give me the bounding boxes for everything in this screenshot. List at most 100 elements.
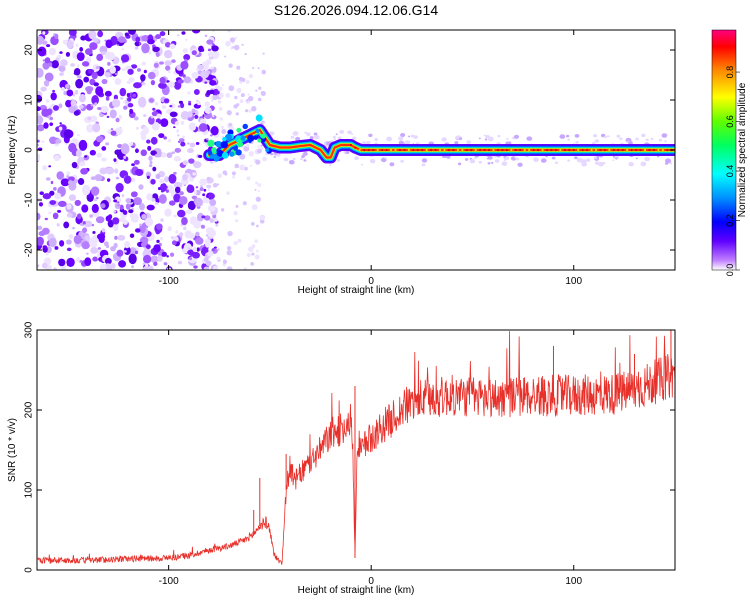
- spectrogram-noise-mark: [152, 166, 157, 172]
- spectrogram-noise-mark: [206, 70, 211, 75]
- spectrogram-noise-mark: [45, 177, 51, 181]
- spectrogram-noise-mark: [113, 210, 117, 213]
- spectrogram-noise-mark: [171, 240, 177, 246]
- spectrogram-noise-mark: [594, 161, 600, 165]
- spectrogram-noise-mark: [211, 45, 219, 52]
- spectrogram-noise-mark: [129, 141, 134, 146]
- spectrogram-noise-mark: [205, 260, 212, 267]
- spectrogram-noise-mark: [180, 120, 185, 126]
- spectrogram-noise-mark: [41, 140, 45, 143]
- spectrogram-noise-mark: [90, 246, 98, 254]
- spectrogram-track-point: [519, 148, 522, 152]
- spectrogram-noise-mark: [128, 30, 136, 35]
- spectrogram-noise-mark: [96, 152, 102, 158]
- spectrogram-noise-mark: [78, 94, 86, 103]
- spectrogram-noise-mark: [257, 148, 262, 154]
- spectrogram-signal-blob: [222, 136, 227, 142]
- spectrogram-noise-mark: [64, 84, 70, 89]
- spectrogram-noise-mark: [74, 179, 79, 182]
- spectrogram-noise-mark: [469, 158, 476, 164]
- spectrogram-noise-mark: [123, 246, 131, 255]
- spectrogram-noise-mark: [43, 122, 49, 129]
- spectrogram-noise-mark: [513, 134, 520, 139]
- spectrogram-track-point: [577, 148, 580, 152]
- spectrogram-noise-mark: [53, 105, 59, 111]
- spectrogram-noise-mark: [204, 197, 210, 204]
- spectrogram-noise-mark: [90, 103, 94, 107]
- spectrogram-noise-mark: [95, 135, 104, 143]
- spectrogram-noise-mark: [79, 161, 86, 167]
- spectrogram-signal-blob: [211, 147, 217, 153]
- spectrogram-noise-mark: [37, 264, 40, 268]
- spectrogram-noise-mark: [187, 148, 194, 154]
- spectrogram-noise-mark: [257, 145, 260, 148]
- spectrogram-noise-mark: [192, 172, 197, 176]
- spectrogram-noise-mark: [72, 226, 75, 230]
- spectrogram-track-point: [398, 148, 402, 152]
- spectrogram-noise-mark: [239, 99, 244, 104]
- spectrogram-noise-mark: [576, 157, 583, 163]
- spectrogram-track-point: [536, 148, 540, 152]
- spectrogram-noise-mark: [153, 261, 158, 266]
- spectrogram-noise-mark: [37, 212, 41, 221]
- spectrogram-noise-mark: [245, 80, 250, 84]
- spectrogram-noise-mark: [574, 156, 578, 160]
- spectrogram-noise-mark: [38, 202, 44, 207]
- spectrogram-noise-mark: [134, 46, 139, 50]
- spectrogram-noise-mark: [205, 227, 215, 235]
- spectrogram-noise-mark: [193, 88, 200, 96]
- spectrogram-noise-mark: [273, 156, 276, 159]
- spectrogram-noise-mark: [91, 241, 98, 248]
- spectrogram-noise-mark: [254, 254, 260, 260]
- spectrogram-noise-mark: [164, 60, 173, 66]
- spectrogram-noise-mark: [94, 102, 98, 106]
- spectrogram-noise-mark: [105, 215, 112, 222]
- spectrogram-noise-mark: [176, 129, 180, 133]
- spectrogram-noise-mark: [178, 100, 183, 104]
- snr-y-tick-label: 100: [24, 481, 35, 498]
- spectrogram-noise-mark: [161, 105, 167, 109]
- spectrogram-track-point: [523, 148, 526, 152]
- spectrogram-noise-mark: [204, 241, 211, 248]
- spectrogram-noise-mark: [248, 150, 254, 157]
- spectrogram-noise-mark: [160, 182, 168, 192]
- snr-panel: -100 0 100 0 100 200 300 Height of straight li…: [7, 321, 676, 596]
- spectrogram-signal-blob: [242, 123, 248, 130]
- spectrogram-noise-mark: [193, 161, 202, 169]
- spectrogram-noise-mark: [37, 236, 45, 246]
- spectrogram-noise-mark: [114, 149, 121, 156]
- spectrogram-noise-mark: [227, 230, 233, 237]
- spectrogram-noise-mark: [60, 178, 70, 187]
- spectrogram-track-point: [657, 148, 660, 152]
- spectrogram-noise-mark: [59, 72, 64, 76]
- spectrogram-noise-mark: [169, 252, 175, 257]
- spectrogram-noise-mark: [68, 105, 77, 114]
- spectrogram-noise-mark: [79, 47, 84, 52]
- spectrogram-noise-mark: [478, 160, 483, 164]
- spectrogram-noise-mark: [645, 138, 649, 141]
- spectrogram-noise-mark: [139, 223, 143, 227]
- spectrogram-track-point: [376, 148, 379, 152]
- spectrogram-noise-mark: [179, 102, 185, 109]
- spectrogram-noise-mark: [165, 65, 171, 71]
- spectrogram-signal-blob: [229, 130, 233, 135]
- spectrogram-noise-mark: [270, 152, 274, 156]
- spectrogram-noise-mark: [360, 163, 364, 166]
- spectrogram-noise-mark: [91, 94, 99, 105]
- spectrogram-signal-blob: [221, 152, 229, 159]
- spectrogram-noise-mark: [84, 257, 92, 267]
- spectrogram-noise-mark: [115, 182, 124, 193]
- spectrogram-noise-mark: [89, 214, 94, 218]
- spectrogram-noise-mark: [139, 203, 145, 211]
- spectrogram-noise-mark: [598, 161, 604, 167]
- spectrogram-noise-mark: [220, 125, 225, 129]
- spectrogram-noise-mark: [485, 134, 490, 139]
- spectrogram-noise-mark: [124, 32, 129, 37]
- spectrogram-noise-mark: [58, 65, 66, 72]
- spectrogram-noise-mark: [87, 116, 92, 121]
- spectrogram-noise-mark: [133, 82, 142, 89]
- spectrogram-noise-mark: [105, 96, 110, 101]
- spectrogram-noise-mark: [70, 99, 77, 107]
- spectrogram-noise-mark: [74, 89, 79, 95]
- spectrogram-noise-mark: [107, 219, 114, 228]
